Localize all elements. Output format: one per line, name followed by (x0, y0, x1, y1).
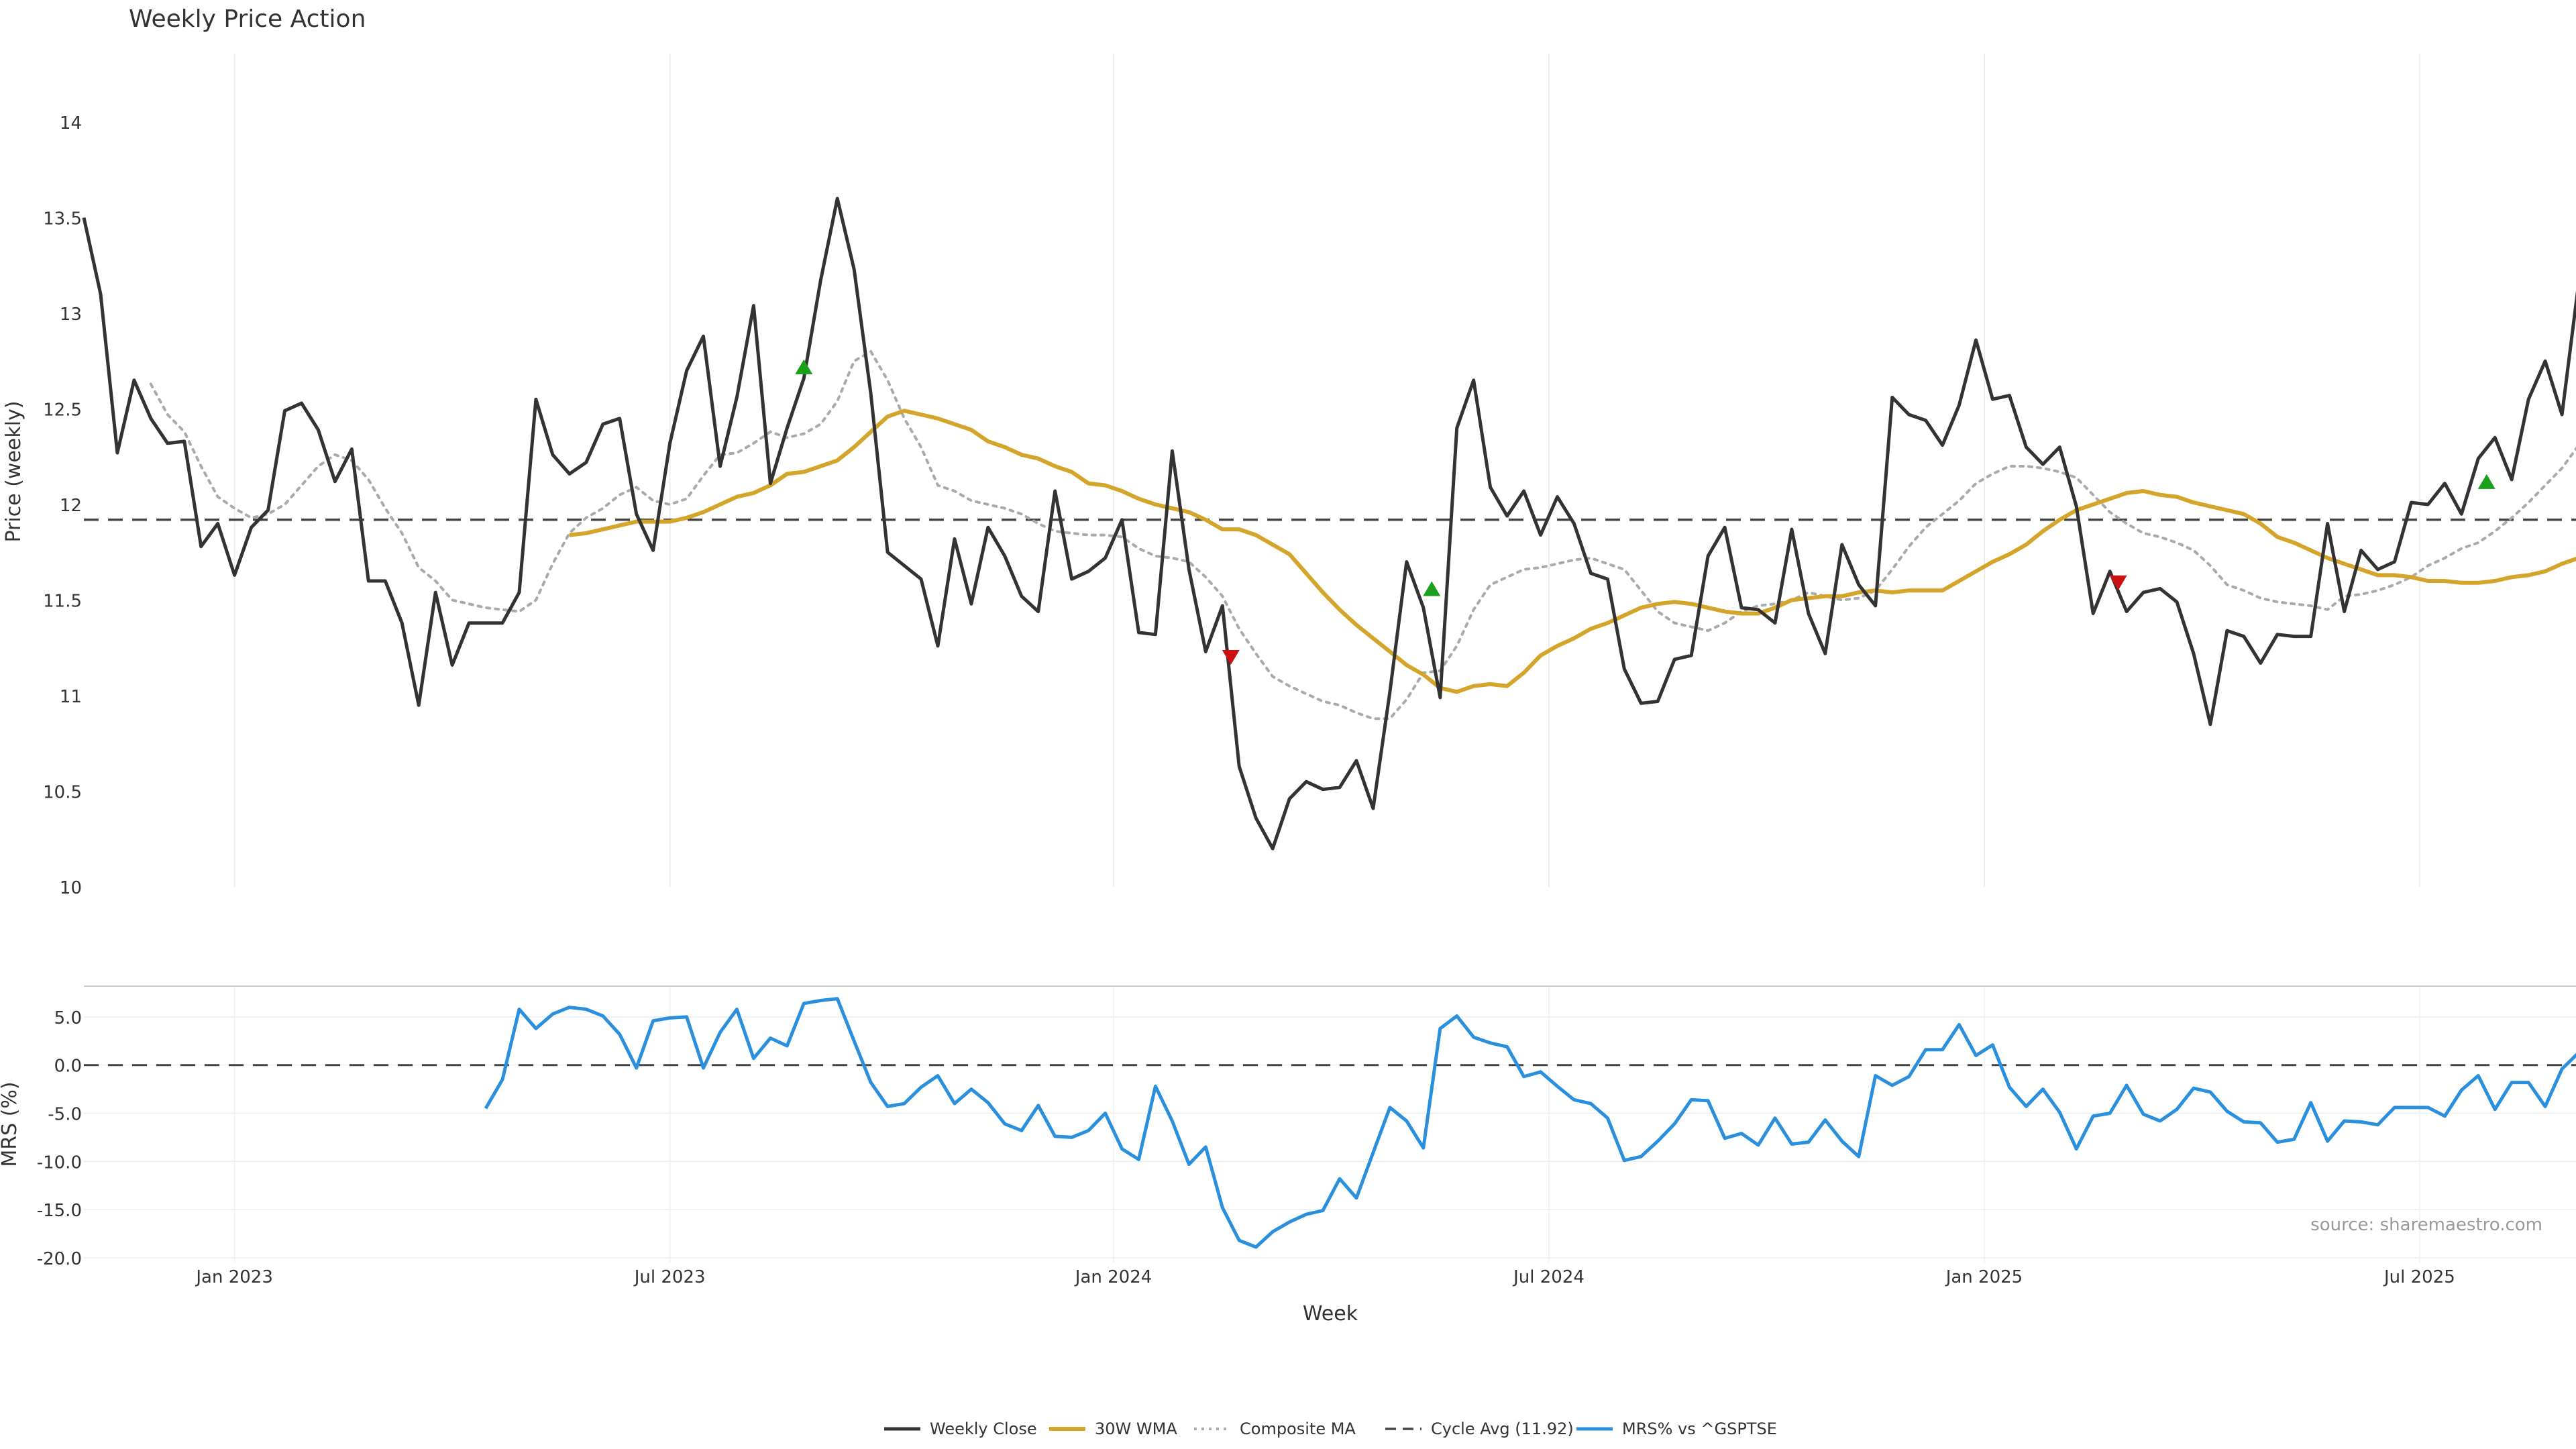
buy-signal-marker (2477, 474, 2496, 489)
mrs-series (84, 997, 2576, 1249)
price-y-tick-label: 10.5 (43, 783, 82, 803)
price-y-tick-label: 14 (60, 113, 82, 133)
legend-label-wma: 30W WMA (1095, 1419, 1177, 1438)
legend: Weekly Close 30W WMA Composite MA Cycle Avg… (884, 1419, 1777, 1438)
legend-label-composite: Composite MA (1240, 1419, 1356, 1438)
price-grid (233, 54, 2420, 887)
legend-label-cycle: Cycle Avg (11.92) (1431, 1419, 1574, 1438)
x-tick-label: Jul 2025 (2383, 1267, 2455, 1287)
price-y-tick-label: 12 (60, 496, 82, 516)
buy-signal-marker (795, 359, 813, 374)
legend-label-close: Weekly Close (930, 1419, 1037, 1438)
weekly-close-line (82, 197, 2576, 851)
signal-markers (795, 359, 2496, 665)
x-tick-label: Jul 2024 (1512, 1267, 1585, 1287)
x-tick-label: Jan 2023 (195, 1267, 273, 1287)
price-y-tick-label: 13.5 (43, 209, 82, 229)
price-y-tick-label: 11 (60, 687, 82, 707)
price-y-tick-label: 12.5 (43, 400, 82, 421)
x-tick-label: Jan 2024 (1074, 1267, 1152, 1287)
price-y-axis-title: Price (weekly) (2, 400, 25, 542)
chart-title: Weekly Price Action (129, 5, 366, 33)
x-tick-label: Jul 2023 (633, 1267, 706, 1287)
mrs-line (484, 997, 2576, 1249)
mrs-y-tick-label: -10.0 (37, 1152, 82, 1173)
price-y-tick-label: 10 (60, 878, 82, 898)
mrs-grid (84, 986, 2576, 1263)
x-ticks: Jan 2023 Jul 2023 Jan 2024 Jul 2024 Jan 2025… (195, 1267, 2455, 1287)
mrs-y-tick-label: -5.0 (48, 1104, 82, 1124)
x-axis-title: Week (1303, 1302, 1358, 1326)
legend-label-mrs: MRS% vs ^GSPTSE (1622, 1419, 1777, 1438)
sell-signal-marker (1222, 649, 1240, 665)
mrs-y-axis-title: MRS (%) (0, 1081, 21, 1167)
mrs-y-tick-label: 5.0 (54, 1008, 82, 1028)
price-series (82, 197, 2576, 851)
mrs-y-tick-label: -20.0 (37, 1249, 82, 1269)
mrs-y-tick-label: -15.0 (37, 1201, 82, 1221)
source-note: source: sharemaestro.com (2310, 1215, 2542, 1235)
buy-signal-marker (1423, 581, 1441, 596)
wma-line (569, 409, 2576, 694)
x-tick-label: Jan 2025 (1945, 1267, 2023, 1287)
mrs-y-tick-label: 0.0 (54, 1057, 82, 1077)
mrs-y-ticks: 5.0 0.0 -5.0 -10.0 -15.0 -20.0 (37, 1008, 82, 1269)
price-y-tick-label: 11.5 (43, 592, 82, 612)
composite-ma-line (149, 350, 2576, 720)
price-y-ticks: 10 10.5 11 11.5 12 12.5 13 13.5 14 (43, 113, 82, 898)
sell-signal-marker (2109, 575, 2127, 590)
price-y-tick-label: 13 (60, 305, 82, 325)
